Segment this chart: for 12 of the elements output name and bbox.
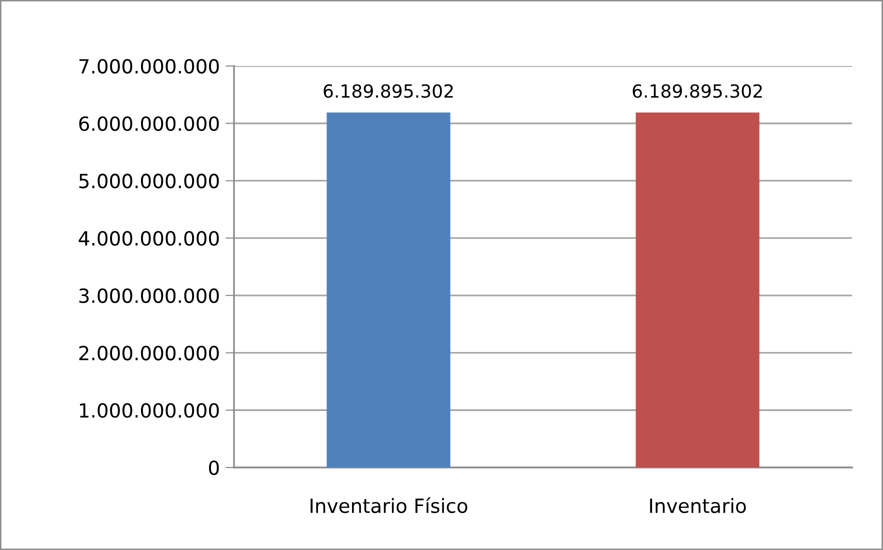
y-tick-label: 1.000.000.000: [80, 403, 219, 418]
data-label: 6.189.895.302: [632, 84, 762, 98]
x-tick-label: Inventario: [650, 498, 746, 514]
data-label: 6.189.895.302: [324, 84, 453, 98]
y-tick-label: 4.000.000.000: [78, 231, 219, 246]
y-tick-label: 7.000.000.000: [79, 58, 219, 74]
y-tick-label: 5.000.000.000: [79, 174, 219, 188]
y-tick-label: 0: [209, 460, 219, 476]
y-tick-label: 2.000.000.000: [79, 346, 219, 360]
y-tick-label: 3.000.000.000: [79, 288, 219, 304]
x-tick-label: Inventario Físico: [310, 497, 468, 514]
y-tick-label: 6.000.000.000: [79, 116, 219, 132]
